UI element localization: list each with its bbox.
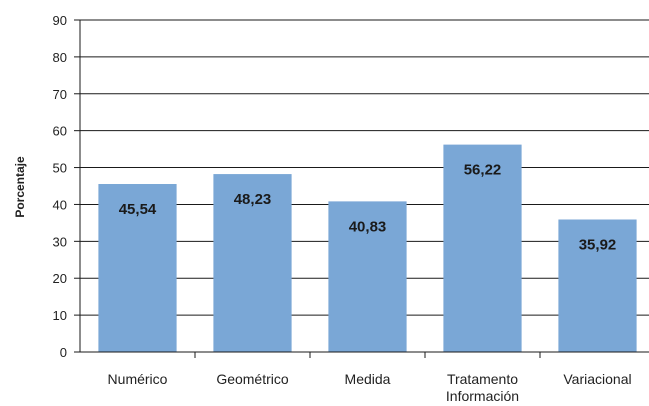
y-tick-label: 90 [53,13,67,28]
axes [74,19,649,358]
bar [213,174,292,352]
y-tick-label: 30 [53,234,67,249]
x-category-label: Medida [345,371,391,387]
data-label: 48,23 [234,191,272,208]
y-tick-label: 70 [53,87,67,102]
y-tick-label: 0 [60,345,67,360]
y-tick-label: 50 [53,161,67,176]
y-tick-label: 80 [53,50,67,65]
x-category-label: Variacional [563,371,631,387]
bar [328,201,407,352]
y-axis-label: Porcentaje [13,156,27,218]
bar [443,144,522,352]
data-label: 56,22 [464,162,502,179]
y-tick-label: 10 [53,308,67,323]
x-category-label: Numérico [108,371,168,387]
y-tick-label: 20 [53,271,67,286]
x-category-label: Tratamento Información [446,371,519,404]
labels: 0 10 20 30 40 50 60 70 80 90 45,54 Numérico 48,23 Geo… [53,13,632,404]
bar [558,219,637,352]
data-label: 35,92 [579,236,617,253]
data-label: 45,54 [119,201,157,218]
bar [98,184,177,352]
y-tick-label: 40 [53,197,67,212]
x-category-label: Geométrico [216,371,289,387]
y-tick-label: 60 [53,124,67,139]
bars [98,144,637,352]
data-label: 40,83 [349,218,387,235]
